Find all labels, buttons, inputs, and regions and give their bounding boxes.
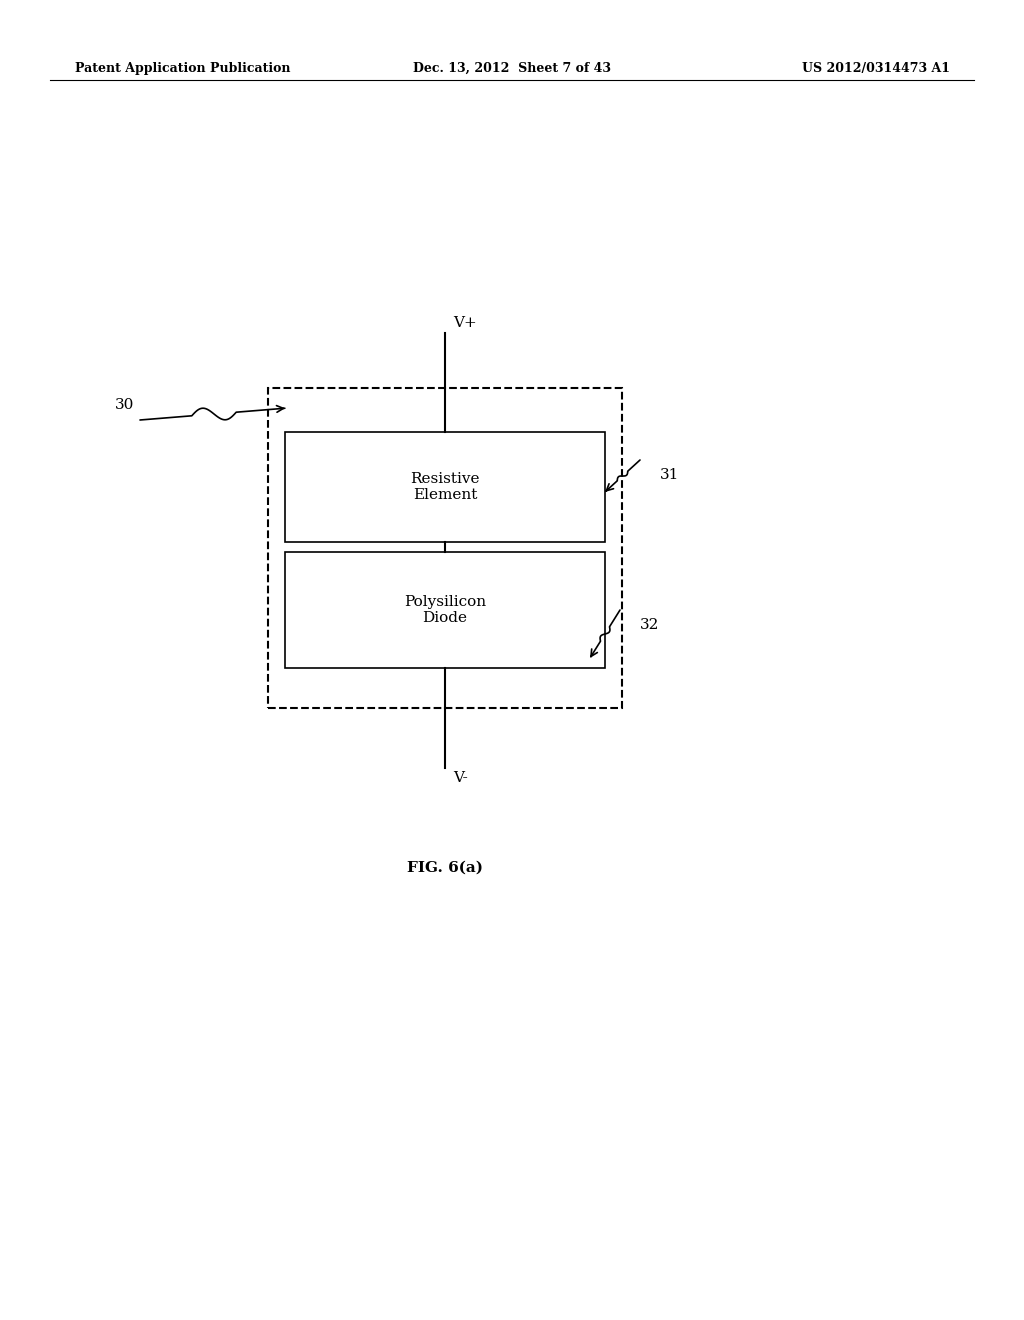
Text: Resistive
Element: Resistive Element xyxy=(411,471,480,502)
Text: 32: 32 xyxy=(640,618,659,632)
Polygon shape xyxy=(285,552,605,668)
Text: Dec. 13, 2012  Sheet 7 of 43: Dec. 13, 2012 Sheet 7 of 43 xyxy=(413,62,611,75)
Text: Polysilicon
Diode: Polysilicon Diode xyxy=(403,595,486,626)
Text: FIG. 6(a): FIG. 6(a) xyxy=(407,861,483,875)
Text: US 2012/0314473 A1: US 2012/0314473 A1 xyxy=(802,62,950,75)
Text: 30: 30 xyxy=(115,399,134,412)
Polygon shape xyxy=(285,432,605,543)
Text: V+: V+ xyxy=(453,315,477,330)
Text: 31: 31 xyxy=(660,469,679,482)
Text: Patent Application Publication: Patent Application Publication xyxy=(75,62,291,75)
Text: V-: V- xyxy=(453,771,468,785)
